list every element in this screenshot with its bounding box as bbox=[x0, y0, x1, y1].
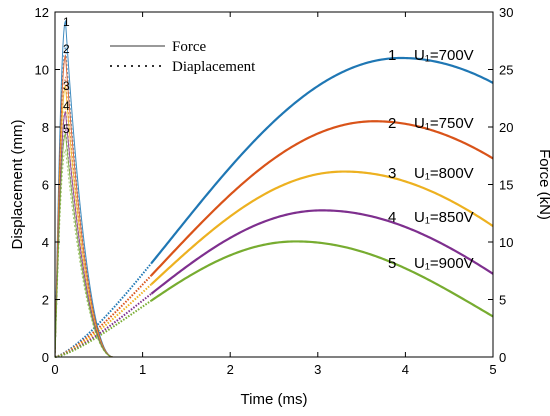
force-peak-label-2: 2 bbox=[63, 42, 70, 56]
x-tick-label: 3 bbox=[314, 362, 321, 377]
force-series-4 bbox=[54, 110, 493, 358]
force-series-2 bbox=[54, 54, 493, 358]
x-axis-label: Time (ms) bbox=[241, 391, 308, 408]
force-peak-label-5: 5 bbox=[63, 122, 70, 136]
y-left-axis-label: Displacement (mm) bbox=[9, 119, 26, 249]
series-voltage-label-1: U₁=700V bbox=[414, 47, 474, 64]
y-right-tick-label: 10 bbox=[499, 235, 513, 250]
displacement-rise-series-4 bbox=[54, 292, 152, 358]
y-right-tick-label: 20 bbox=[499, 120, 513, 135]
series-voltage-label-3: U₁=800V bbox=[414, 165, 474, 182]
y-left-tick-label: 8 bbox=[42, 120, 49, 135]
legend-layer: Force Diaplacement bbox=[110, 39, 256, 75]
series-number-4: 4 bbox=[388, 209, 396, 226]
legend-displacement-label: Diaplacement bbox=[172, 59, 256, 75]
force-dotted-overlay-1 bbox=[54, 44, 124, 358]
y-left-tick-label: 12 bbox=[35, 5, 49, 20]
x-tick-label: 4 bbox=[402, 362, 409, 377]
y-left-tick-label: 2 bbox=[42, 293, 49, 308]
x-tick-label: 1 bbox=[139, 362, 146, 377]
series-number-3: 3 bbox=[388, 165, 396, 182]
y-left-tick-label: 0 bbox=[42, 350, 49, 365]
displacement-series-5 bbox=[150, 240, 494, 318]
x-tick-label: 2 bbox=[227, 362, 234, 377]
y-right-tick-label: 15 bbox=[499, 178, 513, 193]
legend-force-label: Force bbox=[172, 39, 206, 55]
y-right-tick-label: 25 bbox=[499, 63, 513, 78]
series-voltage-label-5: U₁=900V bbox=[414, 255, 474, 272]
force-peak-label-1: 1 bbox=[63, 15, 70, 29]
series-number-2: 2 bbox=[388, 115, 396, 132]
displacement-rise-series-1 bbox=[54, 262, 153, 358]
y-left-tick-label: 10 bbox=[35, 63, 49, 78]
y-right-tick-label: 30 bbox=[499, 5, 513, 20]
series-number-1: 1 bbox=[388, 47, 396, 64]
series-voltage-label-2: U₁=750V bbox=[414, 115, 474, 132]
force-peak-label-4: 4 bbox=[63, 99, 70, 113]
plot-layer bbox=[54, 19, 494, 358]
series-number-5: 5 bbox=[388, 255, 396, 272]
x-tick-label: 0 bbox=[51, 362, 58, 377]
y-right-tick-label: 5 bbox=[499, 293, 506, 308]
displacement-series-2 bbox=[150, 120, 494, 277]
force-dotted-overlay-4 bbox=[54, 129, 124, 358]
y-right-tick-label: 0 bbox=[499, 350, 506, 365]
y-left-tick-label: 4 bbox=[42, 235, 49, 250]
displacement-rise-series-3 bbox=[54, 283, 153, 358]
x-tick-label: 5 bbox=[489, 362, 496, 377]
series-voltage-label-4: U₁=850V bbox=[414, 209, 474, 226]
y-left-tick-label: 6 bbox=[42, 178, 49, 193]
force-peak-label-3: 3 bbox=[63, 79, 70, 93]
displacement-series-1 bbox=[150, 56, 494, 264]
displacement-series-4 bbox=[150, 209, 494, 295]
y-right-axis-label: Force (kN) bbox=[536, 149, 550, 220]
annotation-layer: 1 U₁=700V 2 U₁=750V 3 U₁=800V 4 U₁=850V 5 U₁=900V… bbox=[63, 15, 474, 272]
displacement-series-3 bbox=[150, 170, 494, 286]
